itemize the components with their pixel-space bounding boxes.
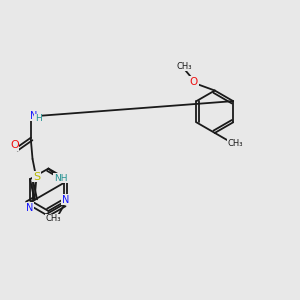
Text: S: S [33, 172, 40, 182]
Text: NH: NH [54, 173, 68, 182]
Text: N: N [26, 203, 34, 213]
Text: CH₃: CH₃ [227, 139, 243, 148]
Text: N: N [62, 194, 69, 205]
Text: H: H [35, 114, 42, 123]
Text: CH₃: CH₃ [46, 214, 62, 223]
Text: N: N [30, 111, 38, 121]
Text: O: O [10, 140, 19, 150]
Text: O: O [190, 76, 198, 87]
Text: CH₃: CH₃ [177, 61, 192, 70]
